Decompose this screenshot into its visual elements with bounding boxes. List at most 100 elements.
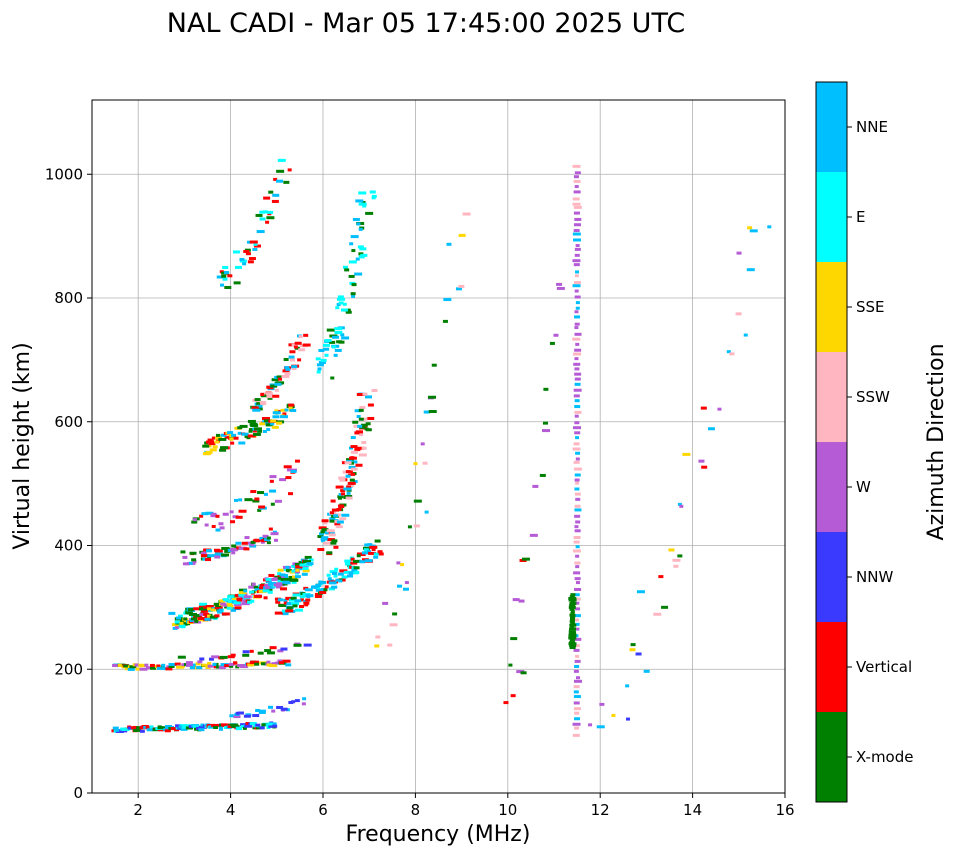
ionogram-point — [573, 571, 581, 575]
ionogram-point — [337, 572, 344, 576]
ionogram-point — [231, 597, 239, 601]
ionogram-point — [220, 283, 225, 287]
ionogram-point — [573, 690, 579, 694]
ionogram-point — [262, 210, 268, 214]
ionogram-point — [291, 602, 300, 606]
ionogram-point — [272, 415, 280, 419]
ionogram-point — [726, 350, 731, 354]
ionogram-point — [247, 260, 254, 264]
ionogram-point — [271, 199, 279, 203]
ionogram-point — [285, 708, 290, 712]
ionogram-point — [355, 199, 364, 203]
ionogram-point — [327, 512, 332, 516]
ionogram-point — [337, 495, 344, 499]
ionogram-point — [572, 337, 581, 341]
ionogram-point — [277, 568, 284, 572]
ionogram-point — [570, 622, 576, 626]
ionogram-point — [335, 485, 344, 489]
ionogram-point — [330, 376, 335, 380]
ionogram-point — [553, 333, 559, 337]
ionogram-point — [285, 476, 292, 480]
ionogram-point — [360, 423, 368, 427]
ionogram-point — [334, 522, 341, 526]
ionogram-point — [297, 358, 302, 362]
ionogram-point — [330, 499, 336, 503]
ionogram-point — [269, 664, 278, 668]
ionogram-point — [338, 504, 345, 508]
ionogram-point — [573, 426, 582, 430]
ionogram-point — [250, 540, 256, 544]
ionogram-point — [347, 574, 354, 578]
ionogram-point — [274, 499, 282, 503]
ionogram-point — [250, 599, 255, 603]
ionogram-point — [271, 709, 276, 713]
ionogram-point — [572, 447, 581, 451]
ionogram-point — [574, 185, 579, 189]
colorbar-label: SSE — [856, 298, 885, 316]
ionogram-point — [294, 599, 302, 603]
ionogram-point — [574, 399, 580, 403]
ionogram-point — [243, 595, 252, 599]
ionogram-point — [344, 461, 352, 465]
ionogram-point — [424, 510, 429, 514]
ionogram-point — [332, 335, 340, 339]
ionogram-point — [270, 502, 275, 506]
ionogram-point — [294, 567, 303, 571]
ionogram-point — [121, 727, 130, 731]
ionogram-point — [347, 564, 352, 568]
ionogram-point — [177, 665, 183, 669]
ionogram-point — [575, 457, 580, 461]
ionogram-point — [207, 554, 216, 558]
ionogram-point — [611, 713, 616, 717]
ionogram-point — [572, 284, 581, 288]
ionogram-point — [205, 511, 214, 515]
ionogram-point — [575, 342, 580, 346]
ionogram-point — [177, 614, 183, 618]
ionogram-point — [246, 240, 252, 244]
ionogram-point — [277, 649, 284, 653]
ionogram-point — [356, 552, 364, 556]
ionogram-point — [216, 275, 225, 279]
ionogram-point — [362, 204, 367, 208]
ionogram-point — [222, 266, 229, 270]
ionogram-point — [257, 429, 263, 433]
ionogram-point — [270, 422, 275, 426]
ionogram-point — [575, 270, 580, 274]
ionogram-point — [291, 367, 297, 371]
ionogram-point — [180, 625, 186, 629]
colorbar-label: NNW — [856, 568, 893, 586]
ionogram-point — [209, 448, 217, 452]
ionogram-point — [179, 621, 184, 625]
ionogram-point — [319, 532, 325, 536]
ionogram-point — [251, 582, 256, 586]
ionogram-point — [346, 485, 352, 489]
ionogram-point — [279, 661, 285, 665]
ionogram-point — [542, 429, 551, 433]
ionogram-point — [248, 585, 256, 589]
ionogram-point — [747, 226, 753, 230]
ionogram-point — [262, 534, 269, 538]
ionogram-point — [202, 452, 211, 456]
ionogram-point — [201, 512, 209, 516]
ionogram-point — [282, 580, 290, 584]
ionogram-point — [124, 667, 130, 671]
ionogram-point — [210, 608, 216, 612]
ionogram-point — [365, 428, 372, 432]
ionogram-point — [369, 545, 378, 549]
ionogram-point — [248, 428, 254, 432]
ionogram-point — [387, 643, 393, 647]
ionogram-point — [262, 589, 270, 593]
ionogram-point — [326, 529, 335, 533]
ionogram-point — [573, 211, 580, 215]
ionogram-point — [574, 421, 580, 425]
ionogram-point — [240, 724, 245, 728]
ionogram-point — [254, 398, 261, 402]
ionogram-point — [320, 537, 328, 541]
ionogram-point — [201, 663, 210, 667]
ionogram-point — [341, 513, 350, 517]
ionogram-point — [341, 336, 350, 340]
ionogram-point — [214, 555, 221, 559]
ionogram-point — [407, 525, 412, 529]
ionogram-point — [233, 601, 241, 605]
colorbar-segment-w — [816, 442, 847, 532]
